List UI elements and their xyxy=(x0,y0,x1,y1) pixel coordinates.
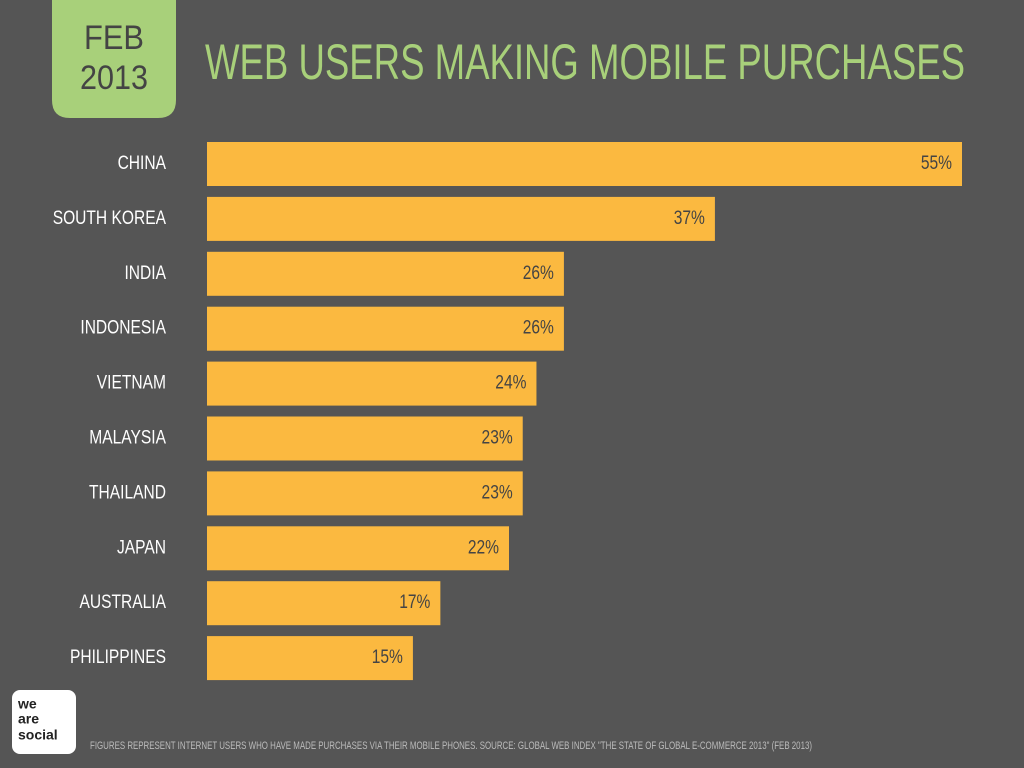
category-label: INDONESIA xyxy=(80,316,166,338)
bar xyxy=(207,142,962,186)
category-label: INDIA xyxy=(124,261,166,283)
bar xyxy=(207,361,537,406)
value-label: 15% xyxy=(372,646,403,668)
badge-line: 2013 xyxy=(80,59,148,97)
category-label: PHILIPPINES xyxy=(70,646,166,668)
logo-text: we xyxy=(17,696,37,712)
category-label: THAILAND xyxy=(89,481,166,503)
value-label: 23% xyxy=(482,426,513,448)
value-label: 22% xyxy=(468,536,499,558)
value-label: 37% xyxy=(674,206,705,228)
category-label: AUSTRALIA xyxy=(79,591,166,613)
category-label: MALAYSIA xyxy=(89,426,166,448)
chart-title: WEB USERS MAKING MOBILE PURCHASES xyxy=(205,34,965,90)
logo xyxy=(12,690,76,754)
logo-text: social xyxy=(18,727,58,743)
value-label: 24% xyxy=(495,371,526,393)
badge-line: FEB xyxy=(84,19,144,57)
value-label: 17% xyxy=(399,591,430,613)
category-label: CHINA xyxy=(118,152,167,174)
bar xyxy=(207,251,564,296)
category-label: SOUTH KOREA xyxy=(53,206,167,228)
value-label: 26% xyxy=(523,261,554,283)
bar xyxy=(207,306,564,351)
value-label: 26% xyxy=(523,316,554,338)
category-label: JAPAN xyxy=(117,536,166,558)
bar xyxy=(207,581,441,626)
bar xyxy=(207,526,509,571)
logo-text: are xyxy=(18,711,39,727)
value-label: 55% xyxy=(921,152,952,174)
badge xyxy=(52,0,176,118)
footnote: FIGURES REPRESENT INTERNET USERS WHO HAV… xyxy=(90,740,812,752)
bar xyxy=(207,416,523,461)
category-label: VIETNAM xyxy=(97,371,166,393)
value-label: 23% xyxy=(482,481,513,503)
bar xyxy=(207,196,715,241)
bar xyxy=(207,636,413,681)
bar xyxy=(207,471,523,516)
